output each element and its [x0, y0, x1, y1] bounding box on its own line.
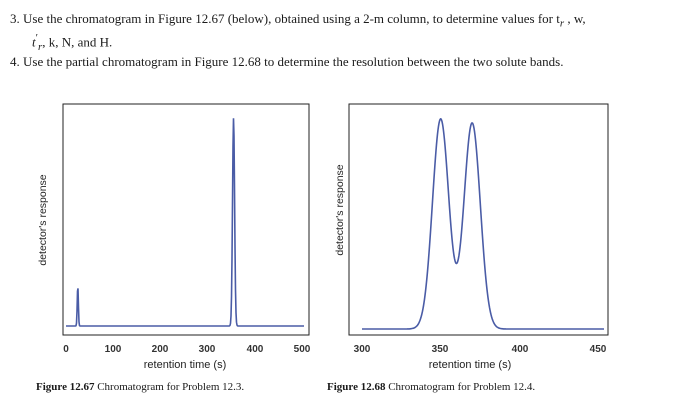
figure2-tick-300: 300 — [354, 344, 371, 355]
figure2-frame — [348, 103, 609, 336]
figure2-xlabel: retention time (s) — [429, 359, 512, 371]
figure1-frame — [62, 103, 310, 336]
figure2-ylabel: detector's response — [334, 164, 346, 255]
question-3-line-1: 3. Use the chromatogram in Figure 12.67 … — [10, 11, 586, 30]
figure1-tick-500: 500 — [294, 344, 311, 355]
figure1-tick-100: 100 — [105, 344, 122, 355]
figure1-trace — [66, 118, 304, 327]
figure2-tick-400: 400 — [512, 344, 529, 355]
figure1-ticks: 0 100 200 300 400 500 — [63, 344, 311, 355]
figure1-tick-400: 400 — [247, 344, 264, 355]
figure2-ticks: 300 350 400 450 — [354, 344, 607, 355]
figure1-xlabel: retention time (s) — [144, 359, 227, 371]
figure1-ylabel: detector's response — [37, 174, 49, 265]
figure1-tick-200: 200 — [152, 344, 169, 355]
question-3-line-2: t′r, k, N, and H. — [32, 32, 113, 53]
figure1-tick-0: 0 — [63, 344, 69, 355]
question-4: 4. Use the partial chromatogram in Figur… — [10, 54, 564, 69]
figure2-caption: Figure 12.68 Chromatogram for Problem 12… — [327, 381, 536, 393]
figure2-tick-450: 450 — [590, 344, 607, 355]
figure2-trace — [362, 118, 604, 330]
figure1-tick-300: 300 — [199, 344, 216, 355]
figure1-caption: Figure 12.67 Chromatogram for Problem 12… — [36, 381, 245, 393]
figure2-tick-350: 350 — [432, 344, 449, 355]
